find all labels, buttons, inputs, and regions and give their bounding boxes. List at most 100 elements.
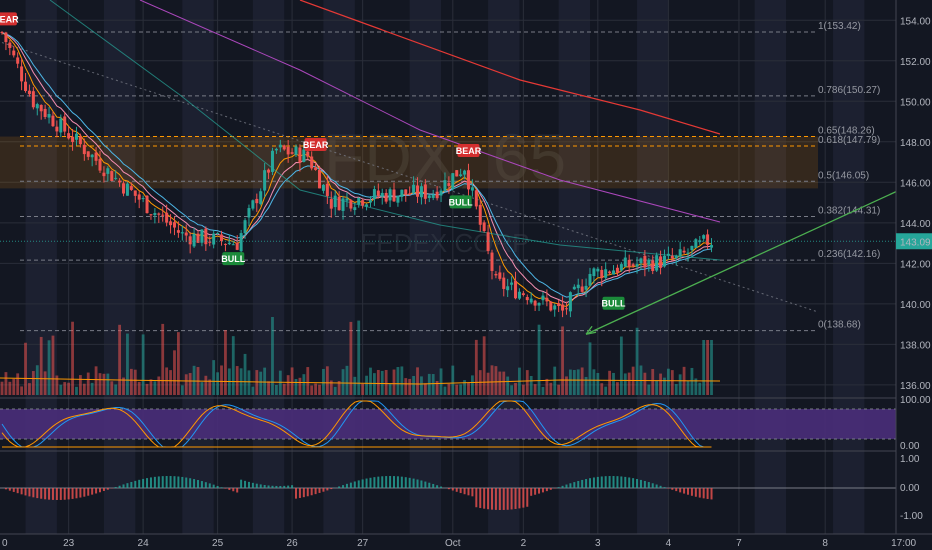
- volume-bar: [322, 368, 325, 395]
- candle-body: [549, 301, 553, 311]
- candle-body: [231, 244, 235, 246]
- volume-bar: [251, 386, 255, 395]
- candle-body: [690, 245, 694, 251]
- macd-hist: [12, 488, 15, 492]
- candle-body: [172, 222, 176, 228]
- candle-body: [20, 66, 24, 82]
- macd-hist: [122, 484, 125, 488]
- volume-bar: [200, 382, 204, 395]
- candle-body: [580, 286, 584, 292]
- volume-bar: [651, 369, 655, 395]
- macd-hist: [694, 488, 697, 497]
- candle-body: [314, 167, 318, 170]
- macd-hist: [142, 478, 145, 488]
- volume-bar: [188, 373, 192, 395]
- macd-hist: [287, 485, 290, 488]
- candle-body: [220, 234, 224, 242]
- trendline[interactable]: [585, 185, 908, 335]
- volume-bar: [490, 365, 494, 395]
- candle-body: [392, 189, 396, 202]
- time-tick: 4: [666, 538, 672, 549]
- volume-bar: [486, 372, 490, 395]
- volume-bar: [122, 377, 125, 395]
- candle-body: [416, 185, 420, 197]
- volume-bar: [373, 373, 376, 395]
- candle-body: [31, 91, 35, 108]
- volume-bar: [86, 372, 90, 395]
- candle-body: [43, 108, 47, 117]
- candle-body: [55, 126, 59, 132]
- candle-body: [368, 200, 372, 203]
- fib-level-label: 0.5(146.05): [818, 170, 869, 181]
- macd-hist: [338, 486, 341, 488]
- price-tick: 136.00: [900, 381, 931, 392]
- volume-bar: [474, 339, 478, 395]
- candle-body: [35, 104, 39, 109]
- volume-bar: [204, 375, 208, 395]
- candle-body: [639, 258, 643, 263]
- macd-hist: [169, 476, 172, 488]
- price-axis: 154.00 152.00 150.00 148.00 146.00 144.00 142.…: [0, 0, 932, 534]
- volume-bar: [271, 317, 274, 395]
- macd-hist: [428, 482, 431, 488]
- volume-bar: [177, 332, 180, 395]
- candle-body: [376, 190, 380, 197]
- volume-bar: [149, 379, 153, 395]
- volume-bar: [561, 326, 564, 395]
- candle-body: [482, 222, 486, 231]
- macd-hist: [687, 488, 689, 495]
- volume-bar: [706, 340, 709, 395]
- candle-body: [110, 171, 114, 181]
- candle-body: [318, 170, 322, 189]
- candle-body: [443, 180, 447, 192]
- macd-hist: [247, 481, 250, 488]
- volume-bar: [580, 367, 584, 395]
- macd-hist: [71, 488, 74, 499]
- volume-bar: [596, 372, 600, 395]
- volume-bar: [314, 383, 317, 395]
- candle-body: [247, 208, 251, 218]
- fib-level-label: 1(153.42): [818, 21, 861, 32]
- macd-hist: [663, 487, 666, 488]
- macd-hist: [447, 488, 450, 490]
- candle-body: [24, 81, 28, 91]
- volume-bar: [498, 371, 502, 395]
- macd-hist: [506, 488, 509, 510]
- time-axis-bg: [0, 534, 932, 550]
- candle-body: [490, 252, 494, 271]
- candle-body: [584, 285, 588, 290]
- volume-bar: [537, 324, 541, 395]
- candle-body: [94, 152, 98, 161]
- volume-bar: [82, 383, 86, 395]
- volume-bar: [259, 371, 263, 395]
- macd-tick: -1.00: [900, 511, 923, 522]
- candle-body: [357, 198, 361, 205]
- candle-body: [353, 207, 357, 211]
- candle-body: [212, 233, 216, 245]
- candle-body: [102, 172, 106, 177]
- macd-hist: [455, 488, 458, 492]
- macd-hist: [118, 485, 121, 488]
- candle-body: [118, 180, 122, 183]
- bull-signal: [602, 296, 625, 310]
- candle-body: [310, 156, 314, 169]
- stoch-d: [1, 400, 712, 448]
- volume-bar: [180, 385, 184, 395]
- candle-body: [90, 154, 94, 158]
- candle-body: [384, 192, 388, 202]
- macd-hist: [534, 488, 537, 495]
- time-tick: 3: [595, 538, 601, 549]
- volume-bar: [192, 365, 196, 395]
- candle-body: [619, 264, 623, 271]
- volume-bar: [541, 386, 545, 395]
- volume-bar: [51, 335, 55, 395]
- candle-body: [596, 268, 600, 272]
- volume-bar: [447, 383, 451, 395]
- volume-bar: [235, 366, 239, 395]
- candlesticks: [0, 30, 714, 318]
- volume-bar: [20, 386, 23, 395]
- macd-hist: [432, 483, 435, 488]
- macd-hist: [487, 488, 490, 510]
- volume-bar: [619, 336, 623, 395]
